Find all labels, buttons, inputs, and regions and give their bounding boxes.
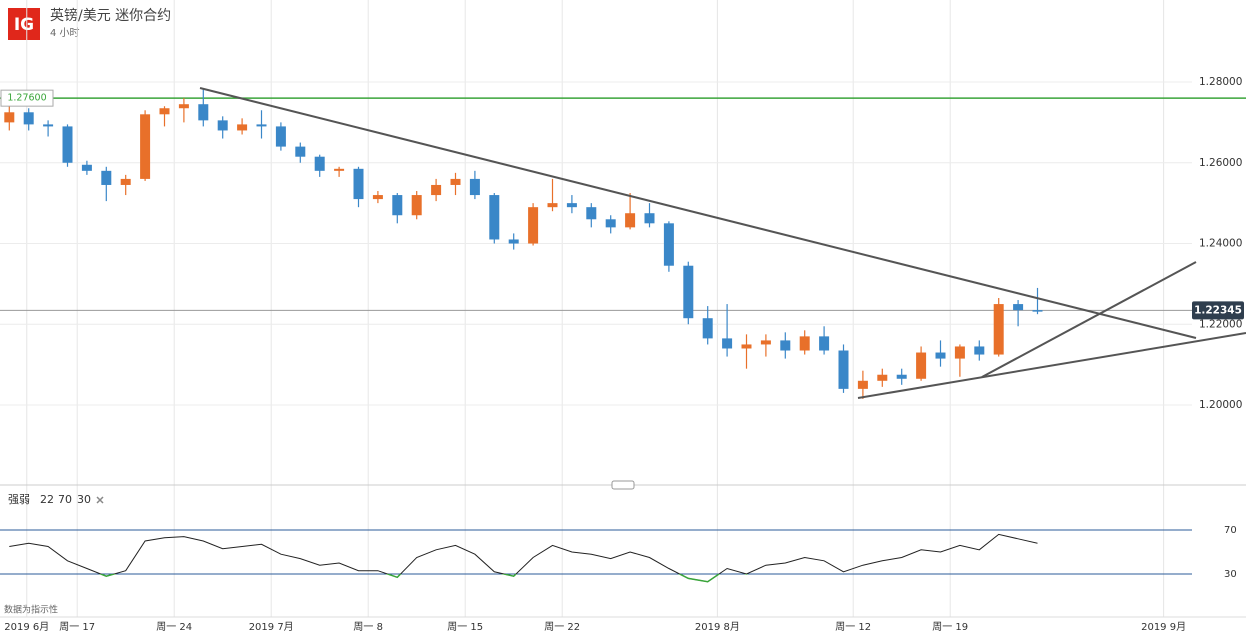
x-tick-label: 2019 7月 (249, 621, 294, 633)
candle-body (23, 112, 34, 125)
rsi-param: 30 (77, 493, 91, 506)
candle-body (508, 239, 519, 244)
candle-body (954, 346, 965, 359)
close-icon[interactable] (96, 496, 104, 504)
candle-body (392, 195, 403, 216)
y-tick-label: 1.22000 (1199, 318, 1242, 330)
resize-handle[interactable] (611, 480, 635, 490)
rsi-line-low (98, 573, 749, 583)
trend-line (981, 261, 1197, 378)
candle-body (372, 195, 383, 200)
candle-body (896, 374, 907, 379)
x-tick-label: 周一 19 (932, 621, 968, 633)
candle-body (605, 219, 616, 228)
last-price-box (1192, 301, 1244, 320)
x-tick-label: 周一 17 (59, 621, 95, 633)
candle-body (4, 112, 15, 123)
trend-lines (199, 87, 1246, 399)
candle-body (935, 352, 946, 359)
candle-body (81, 164, 92, 171)
candle-body (217, 120, 228, 131)
y-tick-label: 1.26000 (1199, 157, 1242, 169)
candle-body (741, 344, 752, 349)
candle-body (857, 380, 868, 389)
rsi-param: 70 (58, 493, 72, 506)
candle-body (974, 346, 985, 355)
candle-body (1013, 304, 1024, 311)
x-tick-label: 2019 8月 (695, 621, 740, 633)
y-tick-label: 1.24000 (1199, 238, 1242, 250)
candle-body (256, 124, 267, 127)
candle-body (780, 340, 791, 351)
candle-body (489, 195, 500, 240)
rsi-line (9, 533, 1038, 583)
level-label: 1.27600 (7, 93, 46, 104)
last-price-label: 1.22345 (1194, 304, 1242, 316)
candle-body (663, 223, 674, 266)
grid (0, 0, 1192, 617)
candle-body (62, 126, 73, 163)
candle-body (722, 338, 733, 349)
trend-line (199, 87, 1197, 339)
candle-body (993, 304, 1004, 355)
candle-body (566, 203, 577, 208)
candle-body (760, 340, 771, 345)
x-tick-label: 2019 9月 (1141, 621, 1186, 633)
candle-body (547, 203, 558, 208)
candle-body (411, 195, 422, 216)
rsi-param: 22 (40, 493, 54, 506)
candle-body (198, 104, 209, 121)
x-tick-label: 周一 22 (544, 621, 580, 633)
rsi-tick-label: 70 (1224, 525, 1237, 536)
logo-box (8, 8, 40, 40)
x-tick-label: 周一 12 (835, 621, 871, 633)
candle-body (916, 352, 927, 379)
candle-body (877, 374, 888, 381)
candle-body (586, 207, 597, 220)
candle-body (702, 318, 713, 339)
x-tick-label: 周一 24 (156, 621, 192, 633)
x-tick-label: 2019 6月 (4, 621, 49, 633)
candle-body (295, 146, 306, 157)
plot (0, 88, 1246, 399)
y-tick-label: 1.28000 (1199, 76, 1242, 88)
title: 英镑/美元 迷你合约 (50, 7, 171, 24)
candle-body (683, 265, 694, 319)
footer: 数据为指示性 (4, 604, 58, 616)
candle-body (140, 114, 151, 179)
candle-body (120, 178, 131, 185)
candle-body (314, 156, 325, 171)
candle-body (334, 168, 345, 171)
logo: IG (14, 15, 34, 35)
level-label-box (0, 89, 54, 107)
candle-body (43, 124, 54, 127)
interval: 4 小时 (50, 27, 80, 39)
candle-body (178, 104, 189, 109)
candle-body (838, 350, 849, 389)
trend-line (857, 332, 1246, 399)
candle-body (353, 168, 364, 200)
candle-body (469, 178, 480, 196)
candle-body (159, 108, 170, 115)
candle-body (450, 178, 461, 185)
candle-body (275, 126, 286, 147)
candle-body (644, 213, 655, 224)
x-tick-label: 周一 15 (447, 621, 483, 633)
candle-body (819, 336, 830, 351)
candle-body (625, 213, 636, 228)
candle-body (431, 184, 442, 196)
candle-body (1032, 310, 1043, 312)
x-tick-label: 周一 8 (353, 621, 383, 633)
candle-body (799, 336, 810, 351)
candle-body (101, 170, 112, 185)
candle-body (528, 207, 539, 244)
candle-body (237, 124, 248, 131)
y-tick-label: 1.20000 (1199, 399, 1242, 411)
rsi-name: 强弱 (8, 493, 30, 506)
rsi-tick-label: 30 (1224, 569, 1237, 580)
